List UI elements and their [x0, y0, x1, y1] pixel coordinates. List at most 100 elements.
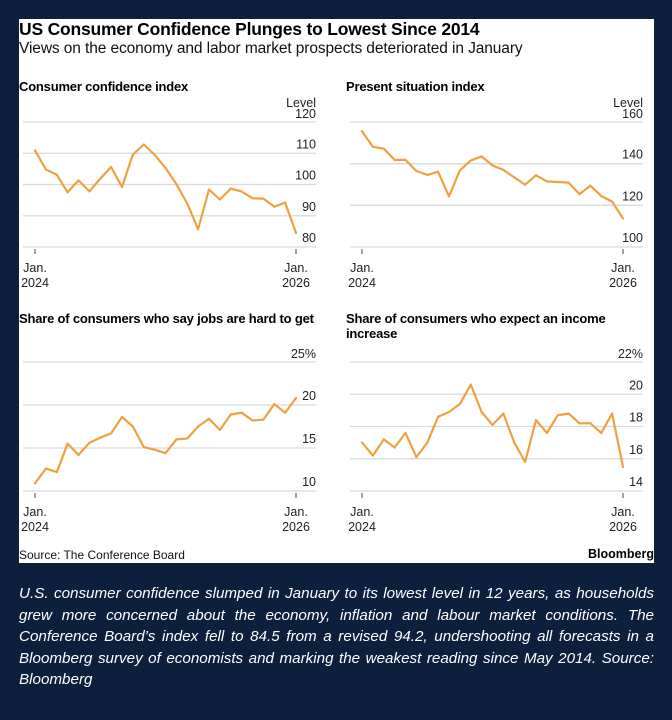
data-point [382, 147, 385, 150]
data-point [426, 173, 429, 177]
data-point [393, 158, 396, 162]
y-tick-label: 120 [622, 189, 643, 203]
data-point [197, 228, 200, 231]
y-tick-label: 15 [302, 432, 316, 446]
data-point [524, 183, 527, 186]
data-point [131, 425, 134, 428]
data-point [164, 166, 167, 170]
data-point [44, 467, 47, 470]
y-tick-label: 20 [629, 378, 643, 392]
data-point [175, 438, 178, 441]
data-point [534, 174, 538, 177]
chart-title-consumer-confidence: Consumer confidence index [19, 79, 189, 94]
data-point [142, 143, 145, 146]
data-point [197, 425, 200, 428]
data-point [415, 456, 418, 459]
data-point [120, 415, 124, 419]
data-point [415, 169, 418, 173]
y-tick-label: 90 [302, 200, 316, 214]
data-point [524, 460, 527, 464]
data-point [55, 470, 58, 474]
data-point [229, 187, 232, 190]
chart-title-income-increase: Share of consumers who expect an income … [346, 311, 606, 341]
data-point [240, 190, 243, 193]
data-point [33, 149, 37, 152]
data-point [99, 436, 102, 439]
data-point [393, 446, 396, 449]
data-point [480, 410, 483, 414]
data-point [240, 411, 243, 414]
x-tick-label: Jan. [23, 261, 47, 275]
x-tick-label: Jan. [350, 261, 374, 275]
x-tick-label: 2024 [348, 520, 376, 534]
data-point [273, 403, 276, 406]
x-tick-label: 2026 [609, 520, 637, 534]
data-point [153, 448, 156, 451]
data-point [600, 431, 603, 435]
data-point [33, 482, 37, 485]
y-tick-label: 100 [295, 169, 316, 183]
data-point [186, 437, 189, 440]
data-point [77, 453, 80, 456]
data-point [447, 410, 451, 414]
x-tick-label: 2026 [282, 276, 310, 290]
x-tick-label: 2024 [21, 276, 49, 290]
data-point [229, 413, 232, 416]
data-point [480, 155, 483, 158]
data-point [491, 164, 494, 167]
data-point [567, 181, 570, 184]
data-point [556, 180, 559, 184]
page-subtitle: Views on the economy and labor market pr… [19, 40, 523, 57]
data-point [262, 418, 265, 421]
data-point [437, 415, 440, 418]
data-point [44, 168, 47, 171]
y-tick-label: 25% [291, 347, 316, 361]
x-tick-label: Jan. [611, 505, 635, 519]
data-point [142, 446, 145, 449]
data-point [502, 412, 505, 415]
data-point [207, 188, 211, 191]
data-point [360, 441, 364, 444]
data-point [426, 441, 429, 444]
y-axis-unit-label: Level [613, 96, 643, 110]
data-point [458, 402, 461, 406]
data-point [131, 153, 134, 156]
data-point [534, 418, 538, 422]
data-point [469, 159, 472, 162]
y-axis-unit-label: Level [286, 96, 316, 110]
data-point [578, 422, 581, 425]
data-point [447, 195, 451, 198]
data-point [371, 145, 374, 148]
y-tick-label: 140 [622, 148, 643, 162]
x-tick-label: 2024 [348, 276, 376, 290]
data-point [621, 217, 625, 220]
data-point [437, 170, 440, 173]
data-point [404, 431, 407, 435]
x-tick-label: Jan. [23, 505, 47, 519]
data-point [294, 231, 298, 235]
x-tick-label: 2024 [21, 520, 49, 534]
data-point [251, 419, 254, 422]
data-point [600, 194, 603, 198]
data-point [110, 165, 113, 169]
data-point [218, 198, 221, 201]
data-point [611, 200, 614, 203]
x-tick-label: 2026 [282, 520, 310, 534]
data-point [491, 423, 494, 426]
y-tick-label: 14 [629, 475, 643, 489]
data-point [207, 417, 211, 420]
data-point [513, 441, 516, 444]
data-point [284, 201, 287, 204]
data-point [589, 422, 592, 425]
data-point [55, 173, 58, 176]
series-line [33, 396, 298, 485]
data-point [262, 197, 265, 200]
data-point [66, 442, 69, 445]
y-tick-label: 10 [302, 475, 316, 489]
data-point [502, 168, 505, 172]
data-point [77, 179, 80, 182]
source-note: Source: The Conference Board [19, 548, 185, 562]
